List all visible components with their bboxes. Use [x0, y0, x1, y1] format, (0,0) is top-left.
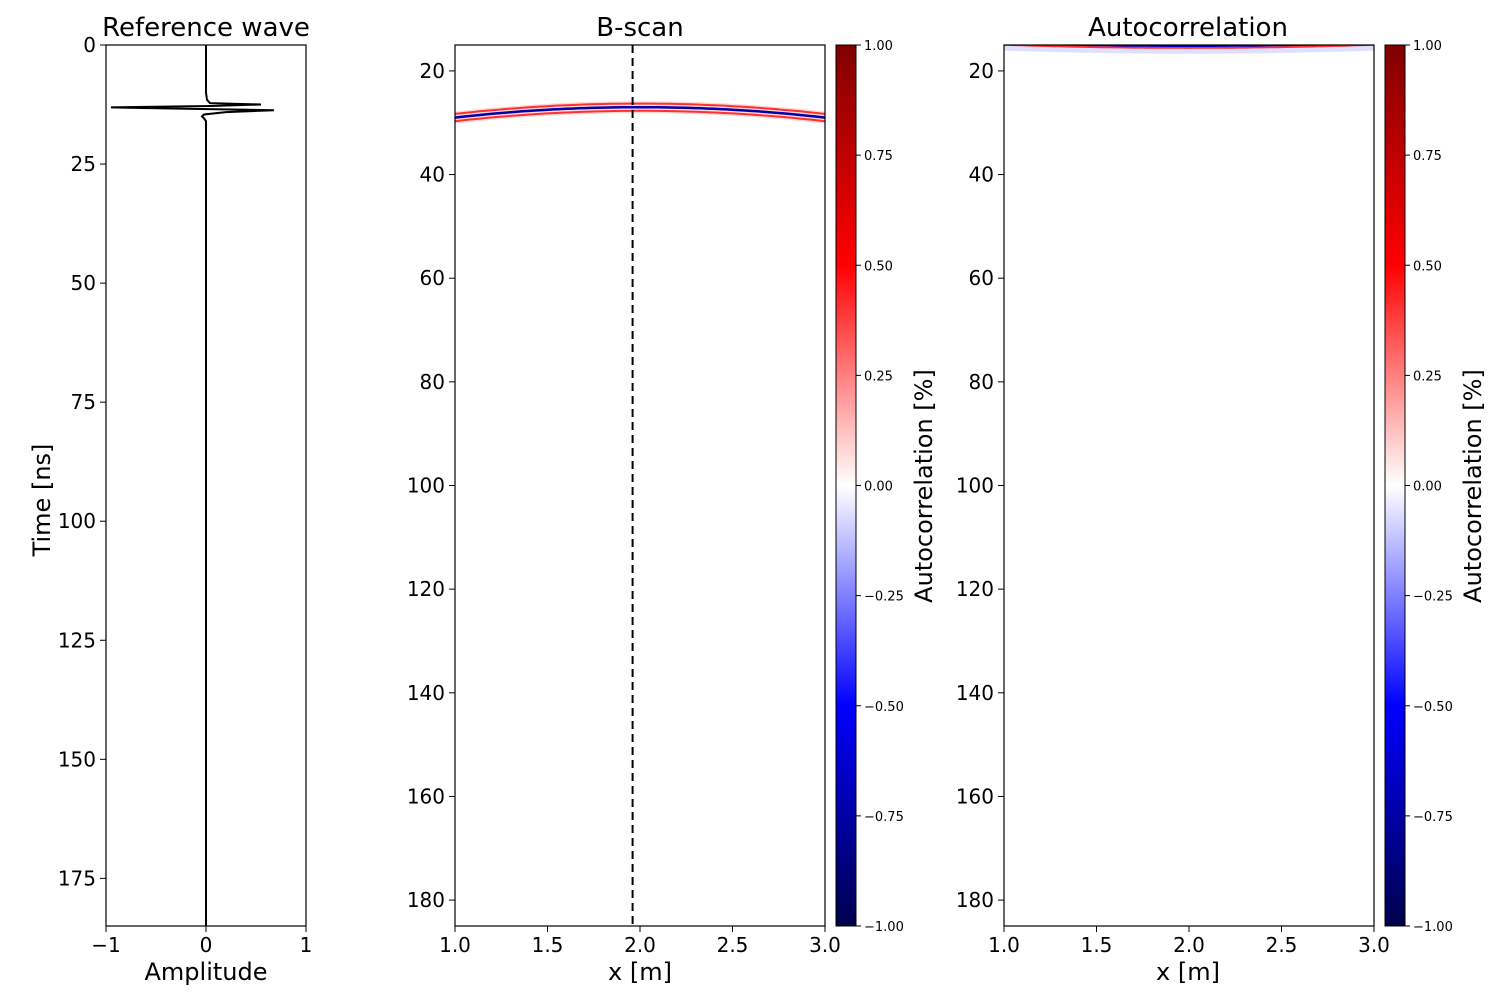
autocorrelation-colorbar-tick-label: 0.00: [1413, 480, 1442, 495]
autocorrelation-ytick-label: 20: [969, 59, 994, 83]
reference-wave-ytick-label: 175: [58, 866, 96, 890]
reference-wave-ytick-label: 50: [71, 271, 96, 295]
reference-wave-ytick-label: 25: [71, 152, 96, 176]
b-scan-xtick-label: 1.5: [532, 933, 564, 957]
b-scan-ytick-label: 40: [420, 163, 445, 187]
b-scan-xtick-label: 2.0: [624, 933, 656, 957]
reference-wave-xlabel: Amplitude: [145, 958, 268, 986]
autocorrelation-ytick-label: 140: [956, 681, 994, 705]
b-scan-ytick-label: 140: [407, 681, 445, 705]
b-scan-xtick-label: 3.0: [809, 933, 841, 957]
b-scan-xtick-label: 2.5: [717, 933, 749, 957]
reference-wave-line: [110, 45, 275, 926]
b-scan-panel: B-scan 1.0 1.5 2.0 2.5 3.0204060801001201401…: [407, 13, 938, 986]
reference-wave-ytick-label: 0: [83, 33, 96, 57]
b-scan-ytick-label: 160: [407, 784, 445, 808]
b-scan-ytick-label: 180: [407, 888, 445, 912]
autocorrelation-ytick-label: 180: [956, 888, 994, 912]
b-scan-colorbar: [835, 44, 857, 927]
b-scan-xlabel: x [m]: [608, 958, 672, 986]
autocorrelation-xtick-label: 2.0: [1173, 933, 1205, 957]
autocorrelation-panel: Autocorrelation 1.0 1.5 2.0 2.5 3.0204060801…: [956, 13, 1487, 986]
b-scan-hyperbola-positive-upper: [455, 102, 825, 115]
b-scan-colorbar-tick-label: 0.00: [864, 480, 893, 495]
reference-wave-ticks: −1 0 1 0 25 50 75 100 125 150 175: [58, 33, 313, 957]
autocorrelation-ytick-label: 40: [969, 163, 994, 187]
autocorrelation-xlabel: x [m]: [1156, 958, 1220, 986]
autocorrelation-ytick-label: 80: [969, 370, 994, 394]
autocorrelation-ytick-label: 160: [956, 784, 994, 808]
autocorrelation-xtick-label: 1.0: [988, 933, 1020, 957]
autocorrelation-colorbar-ticks: 1.00 0.75 0.50 0.25 0.00 −0.25 −0.50 −0.75 −1.00: [1405, 39, 1453, 935]
b-scan-colorbar-tick-label: 0.50: [864, 259, 893, 274]
autocorrelation-colorbar-tick-label: −0.50: [1413, 700, 1453, 715]
b-scan-colorbar-tick-label: −1.00: [864, 920, 904, 935]
b-scan-hyperbola-positive-lower: [455, 109, 825, 123]
reference-wave-ytick-label: 75: [71, 390, 96, 414]
b-scan-ytick-label: 120: [407, 577, 445, 601]
b-scan-ytick-label: 80: [420, 370, 445, 394]
b-scan-ticks: 1.0 1.5 2.0 2.5 3.0 20 40 60 80 100 120 140 160 180: [407, 59, 841, 957]
b-scan-xtick-label: 1.0: [439, 933, 471, 957]
b-scan-colorbar-tick-label: 0.25: [864, 369, 893, 384]
autocorrelation-hyperbola-halo: [1004, 45, 1374, 54]
b-scan-frame: [454, 44, 826, 927]
autocorrelation-ticks: 1.0 1.5 2.0 2.5 3.0 20 40 60 80 100 120 140 160 180: [956, 59, 1390, 957]
autocorrelation-ytick-label: 60: [969, 266, 994, 290]
b-scan-colorbar-ticks: 1.00 0.75 0.50 0.25 0.00 −0.25 −0.50 −0.75 −1.00: [856, 39, 904, 935]
autocorrelation-xtick-label: 1.5: [1081, 933, 1113, 957]
reference-wave-ytick-label: 150: [58, 747, 96, 771]
autocorrelation-colorbar-tick-label: −0.75: [1413, 810, 1453, 825]
b-scan-colorbar-tick-label: −0.50: [864, 700, 904, 715]
reference-wave-xtick-label: 1: [300, 933, 313, 957]
b-scan-colorbar-label: Autocorrelation [%]: [910, 369, 938, 603]
autocorrelation-hyperbola-positive: [1004, 45, 1374, 49]
b-scan-ytick-label: 100: [407, 474, 445, 498]
b-scan-colorbar-tick-label: −0.75: [864, 810, 904, 825]
reference-wave-title: Reference wave: [102, 13, 310, 43]
b-scan-colorbar-tick-label: −0.25: [864, 590, 904, 605]
reference-wave-ytick-label: 125: [58, 628, 96, 652]
reference-wave-xtick-label: 0: [200, 933, 213, 957]
b-scan-colorbar-tick-label: 1.00: [864, 39, 893, 54]
b-scan-colorbar-tick-label: 0.75: [864, 149, 893, 164]
autocorrelation-colorbar-label: Autocorrelation [%]: [1459, 369, 1487, 603]
autocorrelation-colorbar-tick-label: 0.75: [1413, 149, 1442, 164]
autocorrelation-colorbar-tick-label: 0.50: [1413, 259, 1442, 274]
autocorrelation-colorbar: [1384, 44, 1406, 927]
autocorrelation-frame: [1003, 44, 1375, 927]
reference-wave-frame: [105, 44, 307, 927]
autocorrelation-xtick-label: 3.0: [1358, 933, 1390, 957]
autocorrelation-xtick-label: 2.5: [1266, 933, 1298, 957]
autocorrelation-colorbar-tick-label: 1.00: [1413, 39, 1442, 54]
b-scan-ytick-label: 20: [420, 59, 445, 83]
autocorrelation-title: Autocorrelation: [1088, 13, 1288, 43]
autocorrelation-ytick-label: 120: [956, 577, 994, 601]
reference-wave-xtick-label: −1: [91, 933, 120, 957]
autocorrelation-colorbar-tick-label: 0.25: [1413, 369, 1442, 384]
b-scan-title: B-scan: [596, 13, 683, 43]
autocorrelation-colorbar-tick-label: −1.00: [1413, 920, 1453, 935]
b-scan-hyperbola-negative: [455, 105, 825, 119]
reference-wave-panel: Reference wave −1 0 1 0 25 50 75 100 125 150 175 A…: [28, 13, 312, 986]
reference-wave-ytick-label: 100: [58, 509, 96, 533]
autocorrelation-ytick-label: 100: [956, 474, 994, 498]
b-scan-ytick-label: 60: [420, 266, 445, 290]
autocorrelation-colorbar-tick-label: −0.25: [1413, 590, 1453, 605]
reference-wave-ylabel: Time [ns]: [28, 444, 56, 558]
